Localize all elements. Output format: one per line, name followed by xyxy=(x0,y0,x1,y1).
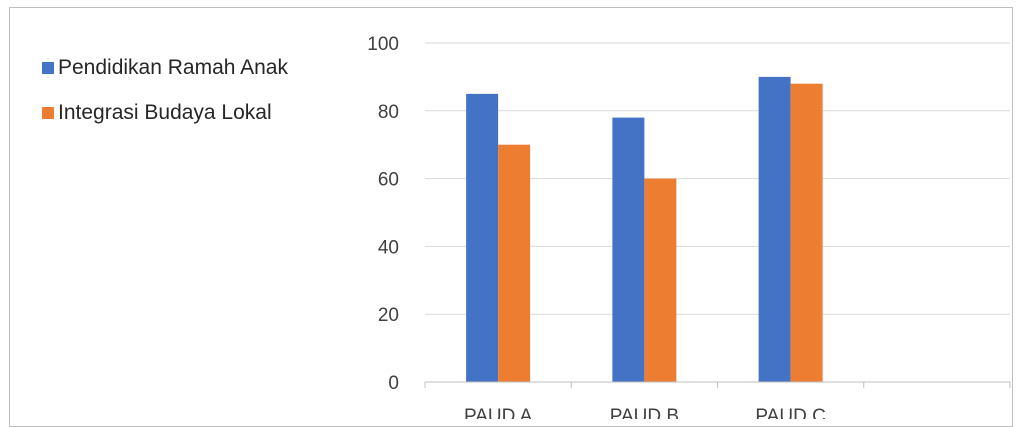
bar-2-3 xyxy=(790,83,823,383)
y-tick-label: 0 xyxy=(388,373,399,394)
y-tick-label: 60 xyxy=(378,170,399,191)
legend-swatch-series-2 xyxy=(42,107,54,119)
x-tick-label: PAUD B xyxy=(610,406,679,419)
y-tick-label: 20 xyxy=(378,305,399,326)
bar-2-1 xyxy=(498,144,531,382)
y-tick-label: 100 xyxy=(367,34,399,55)
legend-label-series-2: Integrasi Budaya Lokal xyxy=(58,101,272,124)
legend-swatch-series-1 xyxy=(42,62,54,74)
legend-label-series-1: Pendidikan Ramah Anak xyxy=(58,56,288,79)
x-tick-label: PAUD A xyxy=(464,406,533,419)
legend: Pendidikan Ramah Anak Integrasi Budaya L… xyxy=(42,55,288,145)
legend-item-series-1: Pendidikan Ramah Anak xyxy=(42,55,288,81)
y-tick-label: 40 xyxy=(378,237,399,258)
y-tick-label: 80 xyxy=(378,102,399,123)
legend-item-series-2: Integrasi Budaya Lokal xyxy=(42,100,288,126)
bar-1-1 xyxy=(466,93,499,382)
bar-1-3 xyxy=(758,76,791,383)
bar-2-2 xyxy=(644,178,677,382)
bar-1-2 xyxy=(612,117,645,382)
x-tick-label: PAUD C xyxy=(755,406,825,419)
